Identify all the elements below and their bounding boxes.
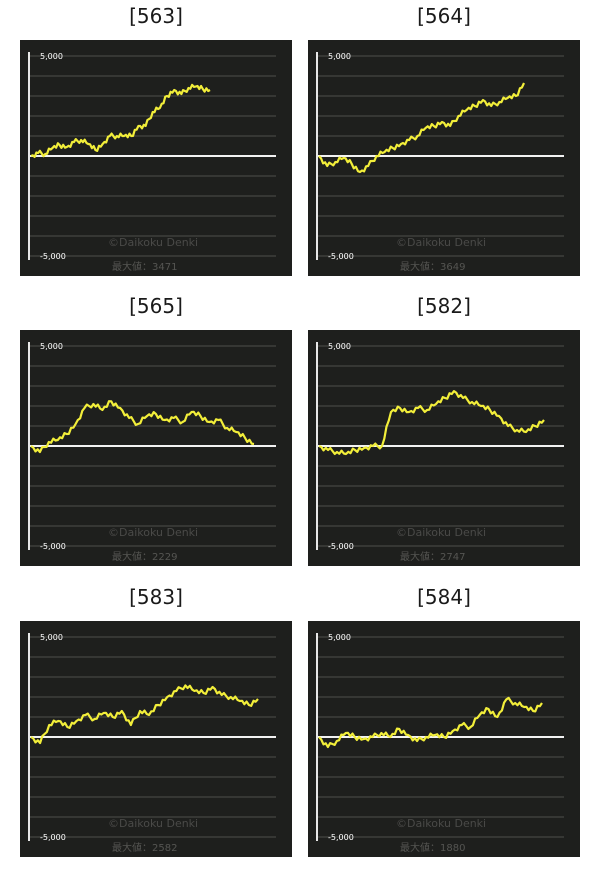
- y-tick-label: 5,000: [40, 633, 63, 642]
- chart-canvas: 5,000 -5,000 ©Daikoku Denki 最大値：1880: [308, 621, 580, 857]
- series-line: [318, 82, 525, 174]
- max-value-label: 最大値：3649: [400, 260, 465, 273]
- max-value-label: 最大値：1880: [400, 841, 465, 854]
- series-line: [318, 390, 545, 456]
- chart-canvas: 5,000 -5,000 ©Daikoku Denki 最大値：2582: [20, 621, 292, 857]
- chart-canvas: 5,000 -5,000 ©Daikoku Denki 最大値：2747: [308, 330, 580, 566]
- watermark-label: ©Daikoku Denki: [396, 817, 486, 830]
- y-tick-label: -5,000: [328, 542, 354, 551]
- chart-canvas: 5,000 -5,000 ©Daikoku Denki 最大値：2229: [20, 330, 292, 566]
- chart-title: [582]: [417, 294, 471, 318]
- chart-title: [583]: [129, 585, 183, 609]
- series-line: [30, 400, 255, 454]
- y-tick-label: -5,000: [40, 252, 66, 261]
- max-value-label: 最大値：3471: [112, 260, 177, 273]
- line-chart: 5,000 -5,000 ©Daikoku Denki 最大値：3649: [316, 52, 564, 273]
- series-line: [318, 696, 543, 749]
- y-tick-label: 5,000: [328, 52, 351, 61]
- chart-canvas: 5,000 -5,000 ©Daikoku Denki 最大値：3471: [20, 40, 292, 276]
- line-chart: 5,000 -5,000 ©Daikoku Denki 最大値：1880: [316, 633, 564, 854]
- watermark-label: ©Daikoku Denki: [108, 817, 198, 830]
- chart-title: [564]: [417, 4, 471, 28]
- line-chart: 5,000 -5,000 ©Daikoku Denki 最大値：3471: [28, 52, 276, 273]
- y-tick-label: -5,000: [328, 833, 354, 842]
- line-chart: 5,000 -5,000 ©Daikoku Denki 最大値：2747: [316, 342, 564, 563]
- y-tick-label: 5,000: [40, 52, 63, 61]
- max-value-label: 最大値：2582: [112, 841, 177, 854]
- max-value-label: 最大値：2747: [400, 550, 465, 563]
- y-tick-label: -5,000: [40, 833, 66, 842]
- chart-title: [563]: [129, 4, 183, 28]
- chart-title: [565]: [129, 294, 183, 318]
- y-tick-label: 5,000: [328, 633, 351, 642]
- series-line: [30, 684, 259, 745]
- y-tick-label: 5,000: [328, 342, 351, 351]
- y-tick-label: 5,000: [40, 342, 63, 351]
- watermark-label: ©Daikoku Denki: [396, 236, 486, 249]
- chart-canvas: 5,000 -5,000 ©Daikoku Denki 最大値：3649: [308, 40, 580, 276]
- watermark-label: ©Daikoku Denki: [108, 236, 198, 249]
- line-chart: 5,000 -5,000 ©Daikoku Denki 最大値：2582: [28, 633, 276, 854]
- chart-title: [584]: [417, 585, 471, 609]
- watermark-label: ©Daikoku Denki: [396, 526, 486, 539]
- line-chart: 5,000 -5,000 ©Daikoku Denki 最大値：2229: [28, 342, 276, 563]
- y-tick-label: -5,000: [40, 542, 66, 551]
- max-value-label: 最大値：2229: [112, 550, 177, 563]
- series-line: [30, 83, 211, 158]
- y-tick-label: -5,000: [328, 252, 354, 261]
- watermark-label: ©Daikoku Denki: [108, 526, 198, 539]
